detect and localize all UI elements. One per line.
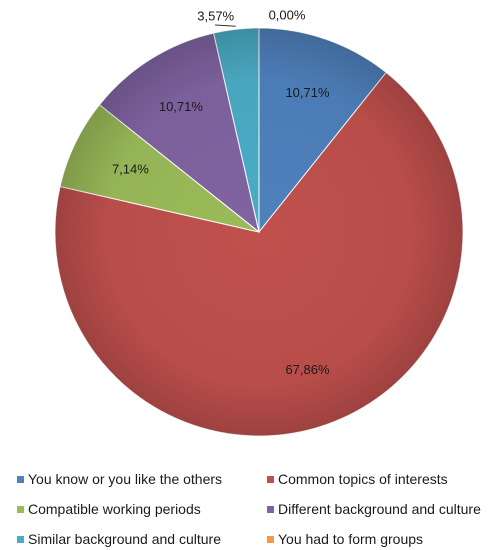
legend-label: Similar background and culture xyxy=(28,531,221,547)
slice-value-label: 3,57% xyxy=(197,9,234,24)
slice-value-label: 10,71% xyxy=(159,99,204,114)
legend-swatch xyxy=(17,505,24,513)
legend-item: Different background and culture xyxy=(267,498,497,520)
slice-value-label: 67,86% xyxy=(285,362,330,377)
legend-item: You know or you like the others xyxy=(17,468,267,490)
legend-swatch xyxy=(267,505,274,513)
legend-item: You had to form groups xyxy=(267,528,497,550)
legend-label: You had to form groups xyxy=(278,531,424,547)
legend-swatch xyxy=(267,475,274,483)
legend-label: Different background and culture xyxy=(278,501,481,517)
chart-legend: You know or you like the others Common to… xyxy=(17,468,497,550)
legend-swatch xyxy=(267,535,274,543)
slice-value-label: 10,71% xyxy=(285,85,330,100)
legend-label: You know or you like the others xyxy=(28,471,223,487)
legend-label: Common topics of interests xyxy=(278,471,448,487)
legend-item: Common topics of interests xyxy=(267,468,497,490)
slice-value-label: 0,00% xyxy=(269,7,306,22)
leader-line xyxy=(214,24,236,27)
slice-value-label: 7,14% xyxy=(112,161,149,176)
legend-label: Compatible working periods xyxy=(28,501,201,517)
legend-swatch xyxy=(17,535,24,543)
legend-item: Compatible working periods xyxy=(17,498,267,520)
pie-chart: 10,71% 67,86% 7,14% 10,71% 3,57% 0,00% xyxy=(54,7,464,437)
legend-swatch xyxy=(17,475,24,483)
legend-item: Similar background and culture xyxy=(17,528,267,550)
